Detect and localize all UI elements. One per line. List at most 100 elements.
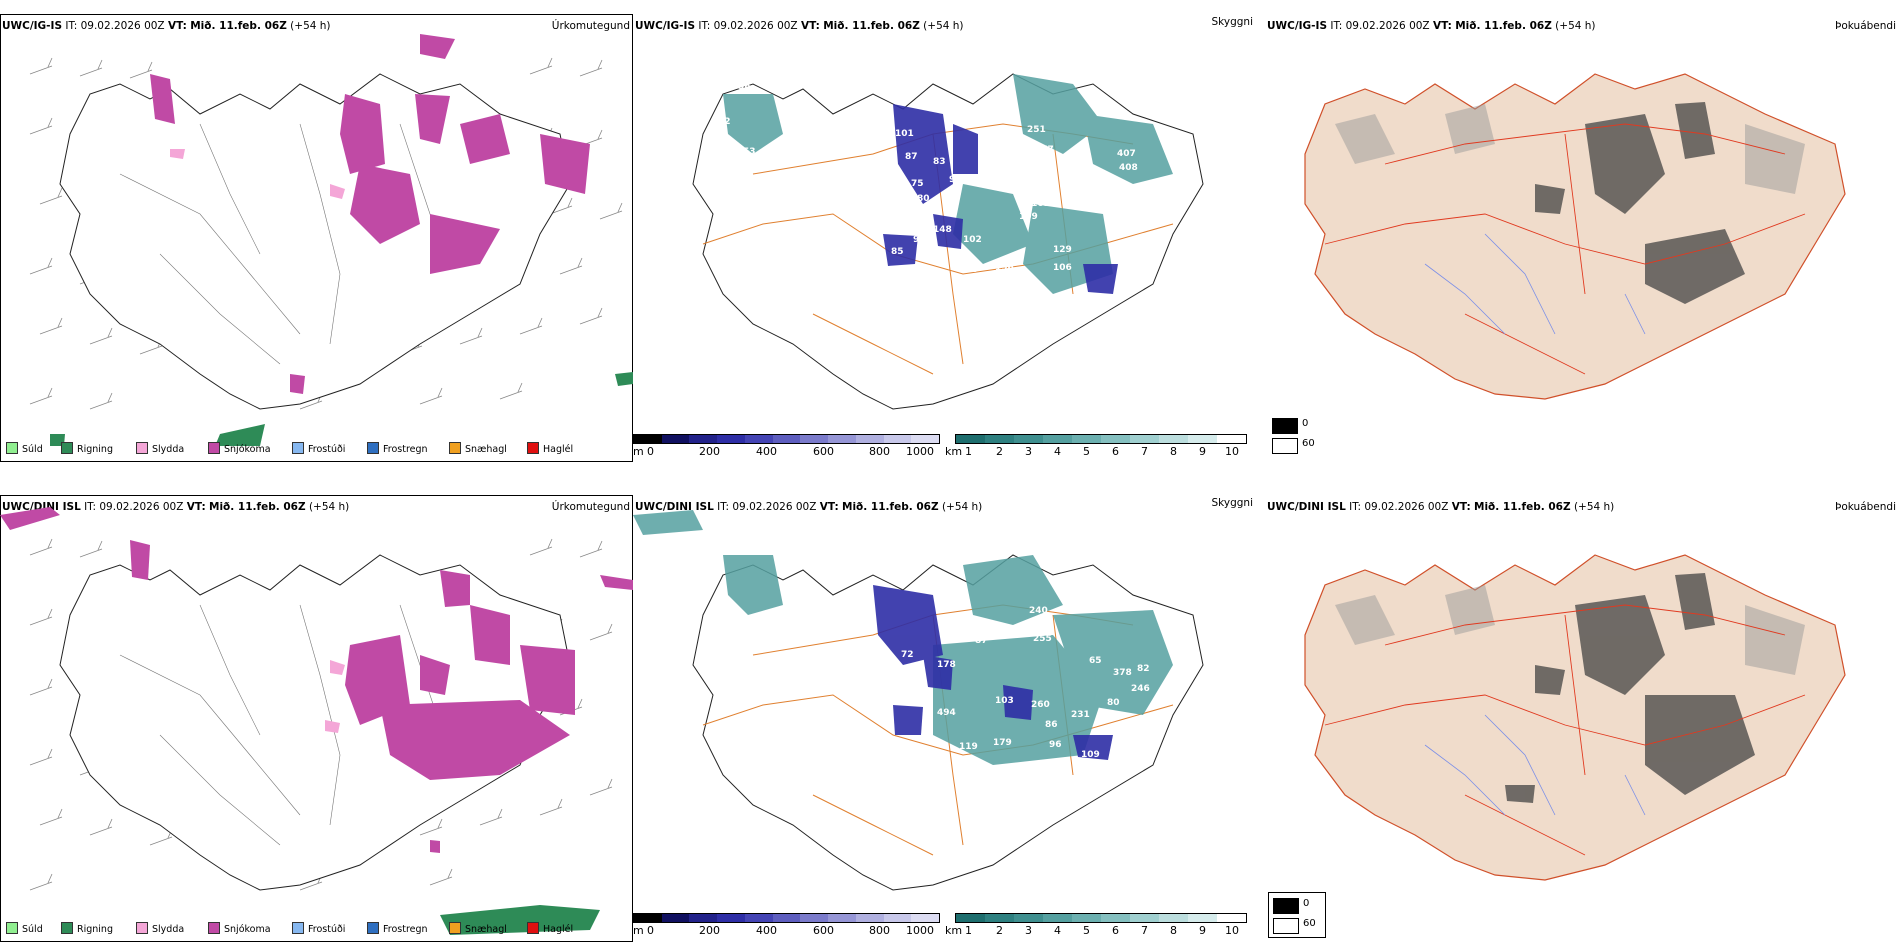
snow-top-strip <box>0 507 633 590</box>
colorbar-tick: 200 <box>699 924 720 937</box>
panel-title: Þokuábendi <box>1835 501 1896 513</box>
colorbar-tick: 8 <box>1170 924 1177 937</box>
legend-swatch <box>6 922 18 934</box>
vis-value: 72 <box>901 650 914 660</box>
lead-time: (+54 h) <box>1573 501 1615 513</box>
vt-label: VT: <box>819 501 839 513</box>
legend-swatch <box>136 922 148 934</box>
colorbar-m-ramp <box>633 913 940 923</box>
colorbar-tick: 3 <box>1025 445 1032 458</box>
colorbar-tick: 800 <box>869 445 890 458</box>
internal-lines <box>119 123 441 365</box>
panel-frame <box>0 495 633 942</box>
wind-barbs <box>29 538 613 891</box>
vt-label: VT: <box>1451 501 1471 513</box>
vis-value: 53 <box>743 147 756 157</box>
legend-swatch <box>61 922 73 934</box>
colorbar-tick: 800 <box>869 924 890 937</box>
it-value: 09.02.2026 00Z <box>732 501 817 513</box>
vis-value: 407 <box>1117 149 1136 159</box>
it-label: IT: <box>65 20 78 32</box>
vis-value: 178 <box>937 660 956 670</box>
panel-header: UWC/DINI ISL IT: 09.02.2026 00Z VT: Mið.… <box>635 501 982 513</box>
colorbar-tick: 600 <box>813 924 834 937</box>
legend-swatch <box>527 922 539 934</box>
legend-label: Rigning <box>77 444 113 455</box>
sleet-areas <box>170 149 345 199</box>
vis-value: 180 <box>1009 135 1028 145</box>
sleet-areas <box>325 660 345 733</box>
legend-swatch <box>367 922 379 934</box>
lead-time: (+54 h) <box>923 20 964 32</box>
colorbar-tick: 10 <box>1225 924 1239 937</box>
colorbar-tick: 1000 <box>906 445 934 458</box>
panel-title: Úrkomutegund <box>551 20 630 32</box>
vis-value: 408 <box>1119 163 1138 173</box>
colorbar-m-unit: m <box>633 445 644 458</box>
colorbar-m: m 0 200 400 600 800 1000 <box>633 434 940 460</box>
fog-legend-label: 0 <box>1303 898 1310 909</box>
colorbar-tick: 5 <box>1083 924 1090 937</box>
vis-value: 320 <box>1031 620 1050 630</box>
legend-swatch <box>208 922 220 934</box>
legend-swatch <box>61 442 73 454</box>
legend-item: Snæhagl <box>449 442 507 455</box>
vis-value: 246 <box>1131 684 1150 694</box>
legend-swatch <box>6 442 18 454</box>
precip-panel-bottom: UWC/DINI ISL IT: 09.02.2026 00Z VT: Mið.… <box>0 495 633 942</box>
legend-item: Slydda <box>136 442 184 455</box>
colorbar-tick: 200 <box>699 445 720 458</box>
vis-value: 231 <box>1071 710 1090 720</box>
vis-value: 129 <box>1053 245 1072 255</box>
legend-item: Frostúði <box>292 442 345 455</box>
precip-legend: Súld Rigning Slydda Snjókoma Frostúði Fr… <box>6 442 626 456</box>
legend-label: Frostregn <box>383 924 428 935</box>
colorbar-tick: 400 <box>756 445 777 458</box>
iceland-coastline <box>1304 73 1846 400</box>
legend-item: Frostregn <box>367 922 428 935</box>
colorbar-tick: 2 <box>996 445 1003 458</box>
colorbar-tick: 9 <box>1199 924 1206 937</box>
vis-value: 53 <box>780 566 793 576</box>
colorbar-km-ramp <box>955 434 1247 444</box>
colorbar-tick: 3 <box>1025 924 1032 937</box>
fog-legend-label: 60 <box>1302 438 1315 449</box>
vis-value: 86 <box>1045 720 1058 730</box>
roads <box>1324 604 1806 856</box>
vis-value: 103 <box>995 696 1014 706</box>
vis-value: 109 <box>1081 750 1100 760</box>
legend-item: Snjókoma <box>208 442 271 455</box>
vis-value: 87 <box>975 636 988 646</box>
panel-header: UWC/DINI ISL IT: 09.02.2026 00Z VT: Mið.… <box>2 501 349 513</box>
vt-label: VT: <box>800 20 820 32</box>
legend-label: Frostúði <box>308 924 346 935</box>
colorbar-tick: 7 <box>1141 445 1148 458</box>
vis-value: 106 <box>1053 263 1072 273</box>
rivers <box>1424 233 1646 335</box>
legend-item: Haglél <box>527 442 573 455</box>
legend-swatch <box>208 442 220 454</box>
vis-value: 260 <box>1031 700 1050 710</box>
legend-label: Haglél <box>543 924 574 935</box>
vis-values: 53 72 178 87 240 320 255 494 103 260 119… <box>780 566 1150 814</box>
legend-swatch <box>136 442 148 454</box>
colorbar-tick: 6 <box>1112 445 1119 458</box>
model-name: UWC/IG-IS <box>1267 20 1328 32</box>
legend-label: Snjókoma <box>224 924 271 935</box>
panel-header: UWC/IG-IS IT: 09.02.2026 00Z VT: Mið. 11… <box>1267 20 1596 32</box>
legend-label: Haglél <box>543 444 574 455</box>
legend-swatch <box>527 442 539 454</box>
lead-time: (+54 h) <box>1555 20 1596 32</box>
panel-header: UWC/IG-IS IT: 09.02.2026 00Z VT: Mið. 11… <box>2 20 331 32</box>
it-value: 09.02.2026 00Z <box>713 20 798 32</box>
vis-value: 80 <box>917 194 930 204</box>
legend-label: Slydda <box>152 444 185 455</box>
vis-panel-top: UWC/IG-IS IT: 09.02.2026 00Z VT: Mið. 11… <box>633 14 1265 462</box>
vt-label: VT: <box>167 20 187 32</box>
vis-map-top: 56 42 53 101 87 75 80 83 98 148 85 93 10… <box>692 73 1204 410</box>
rivers <box>1424 714 1646 816</box>
legend-label: Frostúði <box>308 444 346 455</box>
legend-swatch <box>449 442 461 454</box>
model-name: UWC/IG-IS <box>635 20 696 32</box>
it-value: 09.02.2026 00Z <box>1364 501 1449 513</box>
